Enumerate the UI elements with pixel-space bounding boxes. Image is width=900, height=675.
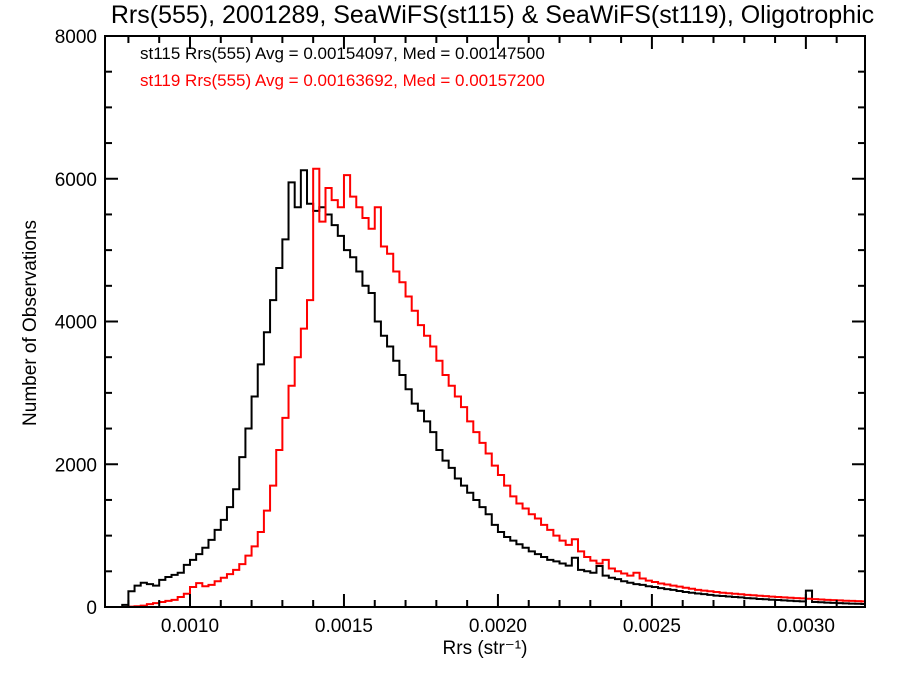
legend-entry-st119: st119 Rrs(555) Avg = 0.00163692, Med = 0… bbox=[140, 71, 545, 90]
x-tick-label: 0.0025 bbox=[623, 616, 681, 637]
y-tick-label: 8000 bbox=[55, 27, 97, 48]
y-tick-label: 6000 bbox=[55, 170, 97, 191]
x-tick-label: 0.0020 bbox=[469, 616, 527, 637]
x-axis-label: Rrs (str⁻¹) bbox=[442, 638, 528, 659]
series-path-st119 bbox=[105, 167, 865, 607]
series-path-st115 bbox=[105, 169, 865, 607]
x-tick-label: 0.0015 bbox=[315, 616, 373, 637]
y-tick-label: 0 bbox=[86, 598, 97, 619]
plot-frame bbox=[104, 35, 866, 608]
x-tick-label: 0.0030 bbox=[777, 616, 835, 637]
chart-title: Rrs(555), 2001289, SeaWiFS(st115) & SeaW… bbox=[110, 1, 875, 29]
x-tick-label: 0.0010 bbox=[161, 616, 219, 637]
y-tick-label: 4000 bbox=[55, 313, 97, 334]
legend-entry-st115: st115 Rrs(555) Avg = 0.00154097, Med = 0… bbox=[140, 44, 545, 63]
y-tick-label: 2000 bbox=[55, 455, 97, 476]
